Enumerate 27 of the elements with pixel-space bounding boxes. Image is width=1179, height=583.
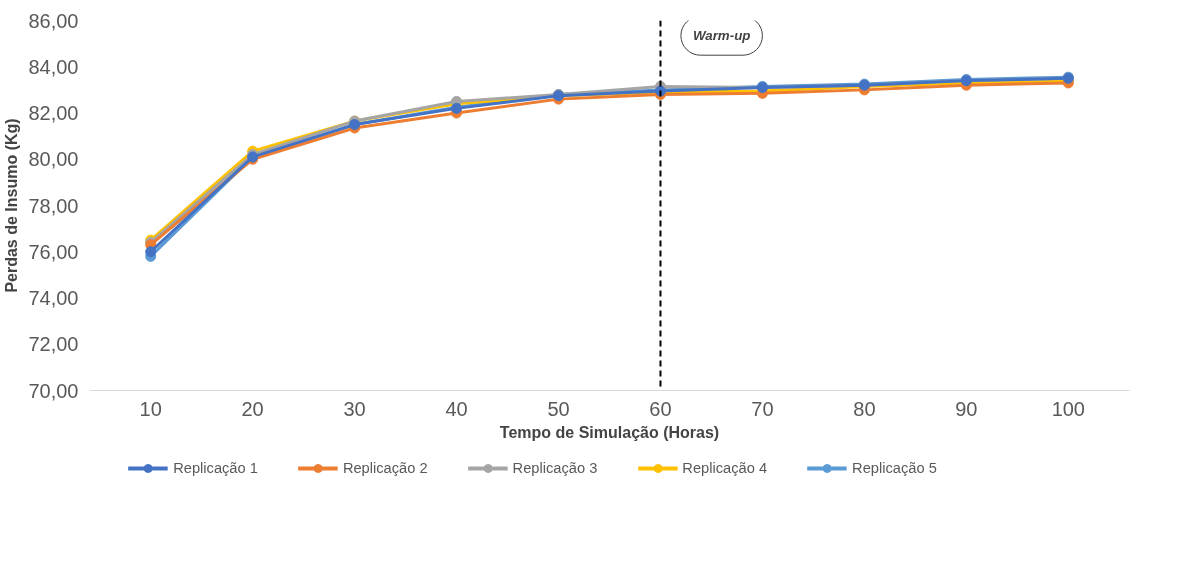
legend-label: Replicação 4 — [682, 460, 768, 476]
legend-label: Replicação 5 — [852, 460, 937, 476]
x-tick-label: 50 — [547, 397, 570, 420]
x-tick-label: 60 — [649, 397, 672, 420]
y-tick-label: 84,00 — [28, 55, 79, 78]
x-tick-label: 20 — [241, 397, 264, 420]
y-axis-title: Perdas de Insumo (Kg) — [3, 118, 21, 293]
y-tick-label: 72,00 — [28, 333, 79, 356]
x-tick-label: 100 — [1051, 397, 1086, 420]
x-tick-label: 70 — [751, 397, 774, 420]
legend-label: Replicação 2 — [342, 460, 428, 476]
x-tick-label: 40 — [445, 397, 468, 420]
annotation: Warm-up — [692, 28, 751, 44]
legend-label: Replicação 1 — [173, 460, 258, 476]
y-tick-label: 80,00 — [28, 148, 79, 171]
x-axis-title: Tempo de Simulação (Horas) — [499, 423, 720, 441]
x-tick-label: 80 — [853, 397, 876, 420]
y-tick-label: 74,00 — [28, 287, 79, 309]
legend-label: Replicação 3 — [512, 460, 598, 476]
y-tick-label: 78,00 — [28, 194, 79, 217]
x-tick-label: 90 — [955, 397, 978, 420]
x-tick-label: 30 — [343, 397, 366, 420]
x-tick-label: 10 — [139, 397, 162, 420]
y-tick-label: 82,00 — [28, 102, 79, 124]
y-tick-label: 86,00 — [28, 9, 79, 32]
y-tick-label: 76,00 — [28, 240, 79, 263]
y-tick-label: 70,00 — [28, 379, 79, 402]
